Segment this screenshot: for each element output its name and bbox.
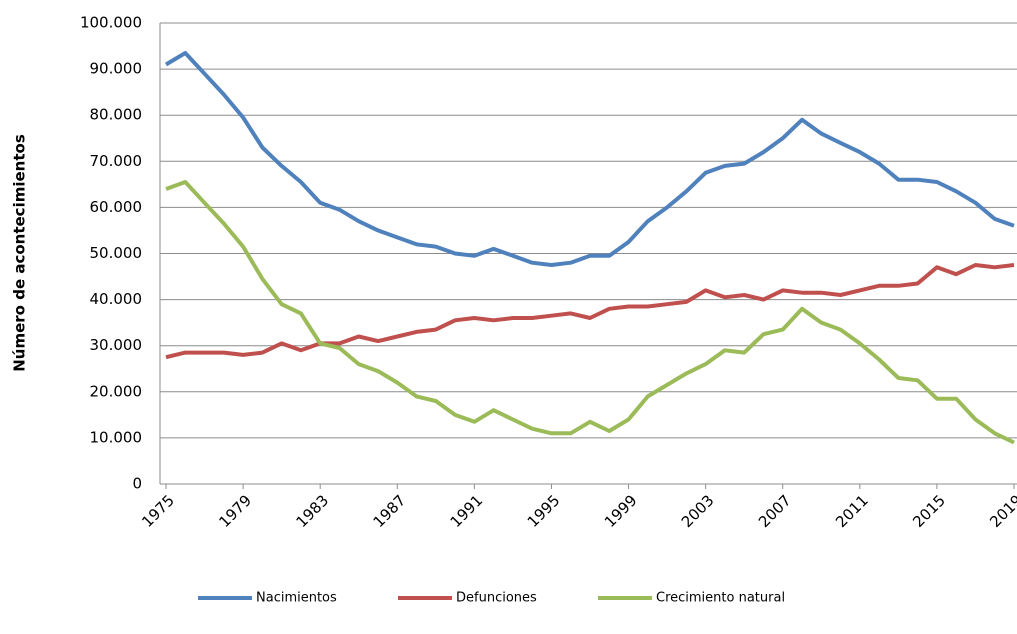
legend-label: Nacimientos [256, 591, 337, 606]
y-tick-label: 50.000 [90, 244, 143, 262]
x-tick-label: 1979 [215, 491, 255, 531]
legend-label: Defunciones [456, 591, 537, 606]
x-tick-label: 2015 [909, 491, 949, 531]
x-tick-label: 2019 [986, 491, 1017, 531]
y-tick-label: 90.000 [90, 60, 143, 78]
x-tick-label: 1975 [138, 491, 178, 531]
series-line [165, 180, 1015, 445]
series-line [165, 263, 1015, 360]
x-tick-label: 2011 [832, 491, 872, 531]
x-tick-label: 1995 [524, 491, 564, 531]
series-line [164, 51, 1015, 267]
y-tick-label: 30.000 [90, 336, 143, 354]
x-tick-label: 1991 [447, 491, 487, 531]
y-tick-label: 0 [132, 475, 142, 493]
y-tick-label: 80.000 [90, 106, 143, 124]
x-tick-label: 1983 [292, 491, 332, 531]
y-tick-label: 40.000 [90, 290, 143, 308]
y-tick-label: 20.000 [90, 382, 143, 400]
x-tick-label: 2007 [755, 491, 795, 531]
y-tick-label: 70.000 [90, 152, 143, 170]
x-tick-label: 1999 [601, 491, 641, 531]
y-axis-title: Número de acontecimientos [11, 134, 29, 372]
y-tick-label: 100.000 [80, 14, 142, 32]
y-tick-label: 10.000 [90, 428, 143, 446]
legend-label: Crecimiento natural [656, 591, 785, 606]
x-tick-label: 2003 [678, 491, 718, 531]
x-tick-label: 1987 [370, 491, 410, 531]
y-tick-label: 60.000 [90, 198, 143, 216]
